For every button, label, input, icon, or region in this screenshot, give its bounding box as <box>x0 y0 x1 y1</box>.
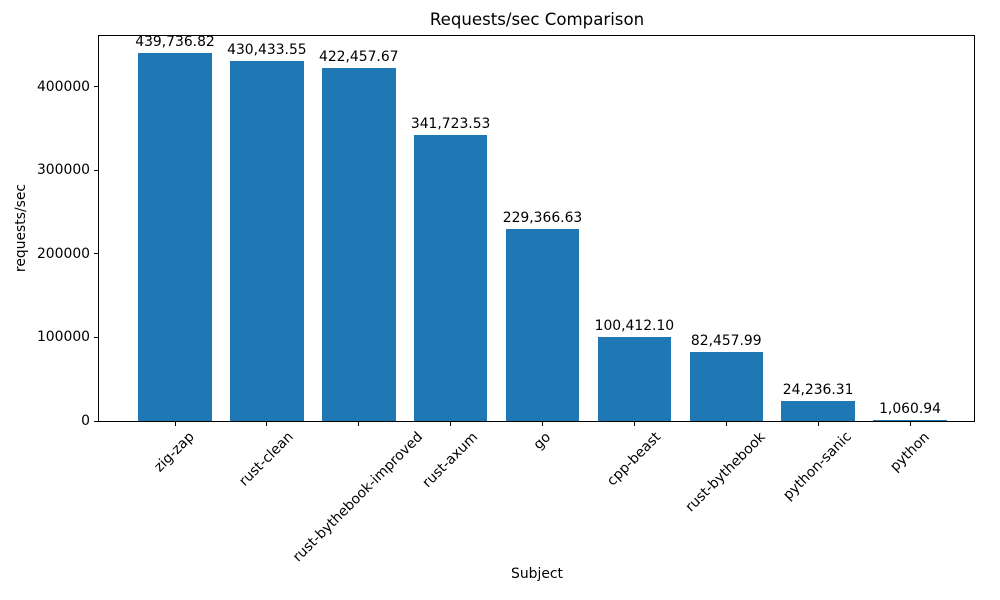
bar-value-label: 341,723.53 <box>410 116 491 132</box>
x-tick-label: rust-axum <box>419 428 482 491</box>
bar-value-label: 24,236.31 <box>782 382 854 398</box>
bar-value-label: 82,457.99 <box>690 333 762 349</box>
x-tick-label: rust-bythebook <box>682 429 769 516</box>
y-tick-mark <box>94 336 98 338</box>
x-tick-label: python <box>886 429 933 475</box>
chart-title: Requests/sec Comparison <box>429 10 645 29</box>
bar <box>138 53 212 421</box>
y-tick-mark <box>94 253 98 255</box>
bar <box>230 61 304 421</box>
x-tick-label: cpp-beast <box>603 429 664 490</box>
bar-value-label: 1,060.94 <box>879 401 941 417</box>
y-tick-label: 100000 <box>36 329 90 346</box>
x-axis-label: Subject <box>511 566 563 582</box>
y-tick-mark <box>94 420 98 422</box>
bar <box>597 337 672 421</box>
bar <box>689 352 763 421</box>
bar <box>413 135 488 421</box>
x-tick-mark <box>174 422 176 426</box>
y-tick-mark <box>94 169 98 171</box>
bar-value-label: 430,433.55 <box>227 42 307 58</box>
x-tick-mark <box>633 422 635 426</box>
y-tick-label: 400000 <box>36 78 90 95</box>
x-tick-mark <box>450 422 452 426</box>
y-tick-label: 300000 <box>36 162 90 179</box>
x-tick-mark <box>909 422 911 426</box>
bar <box>781 401 855 421</box>
bar-value-label: 100,412.10 <box>594 318 675 334</box>
y-tick-label: 200000 <box>36 245 90 262</box>
x-tick-mark <box>358 422 360 426</box>
bar-value-label: 439,736.82 <box>135 34 215 50</box>
bar <box>322 68 396 421</box>
x-tick-label: zig-zap <box>151 429 198 476</box>
x-tick-mark <box>725 422 727 426</box>
x-tick-mark <box>817 422 819 426</box>
x-tick-label: rust-clean <box>236 429 297 490</box>
x-tick-label: rust-bythebook-improved <box>290 429 427 566</box>
bar <box>505 229 580 421</box>
x-tick-label: python-sanic <box>780 429 855 504</box>
bar-value-label: 229,366.63 <box>502 210 583 226</box>
y-tick-mark <box>94 86 98 88</box>
y-tick-label: 0 <box>81 413 90 429</box>
x-tick-mark <box>266 422 268 426</box>
bar <box>873 420 947 421</box>
x-tick-label: go <box>530 428 555 453</box>
bar-value-label: 422,457.67 <box>318 49 399 65</box>
x-tick-mark <box>542 422 543 426</box>
